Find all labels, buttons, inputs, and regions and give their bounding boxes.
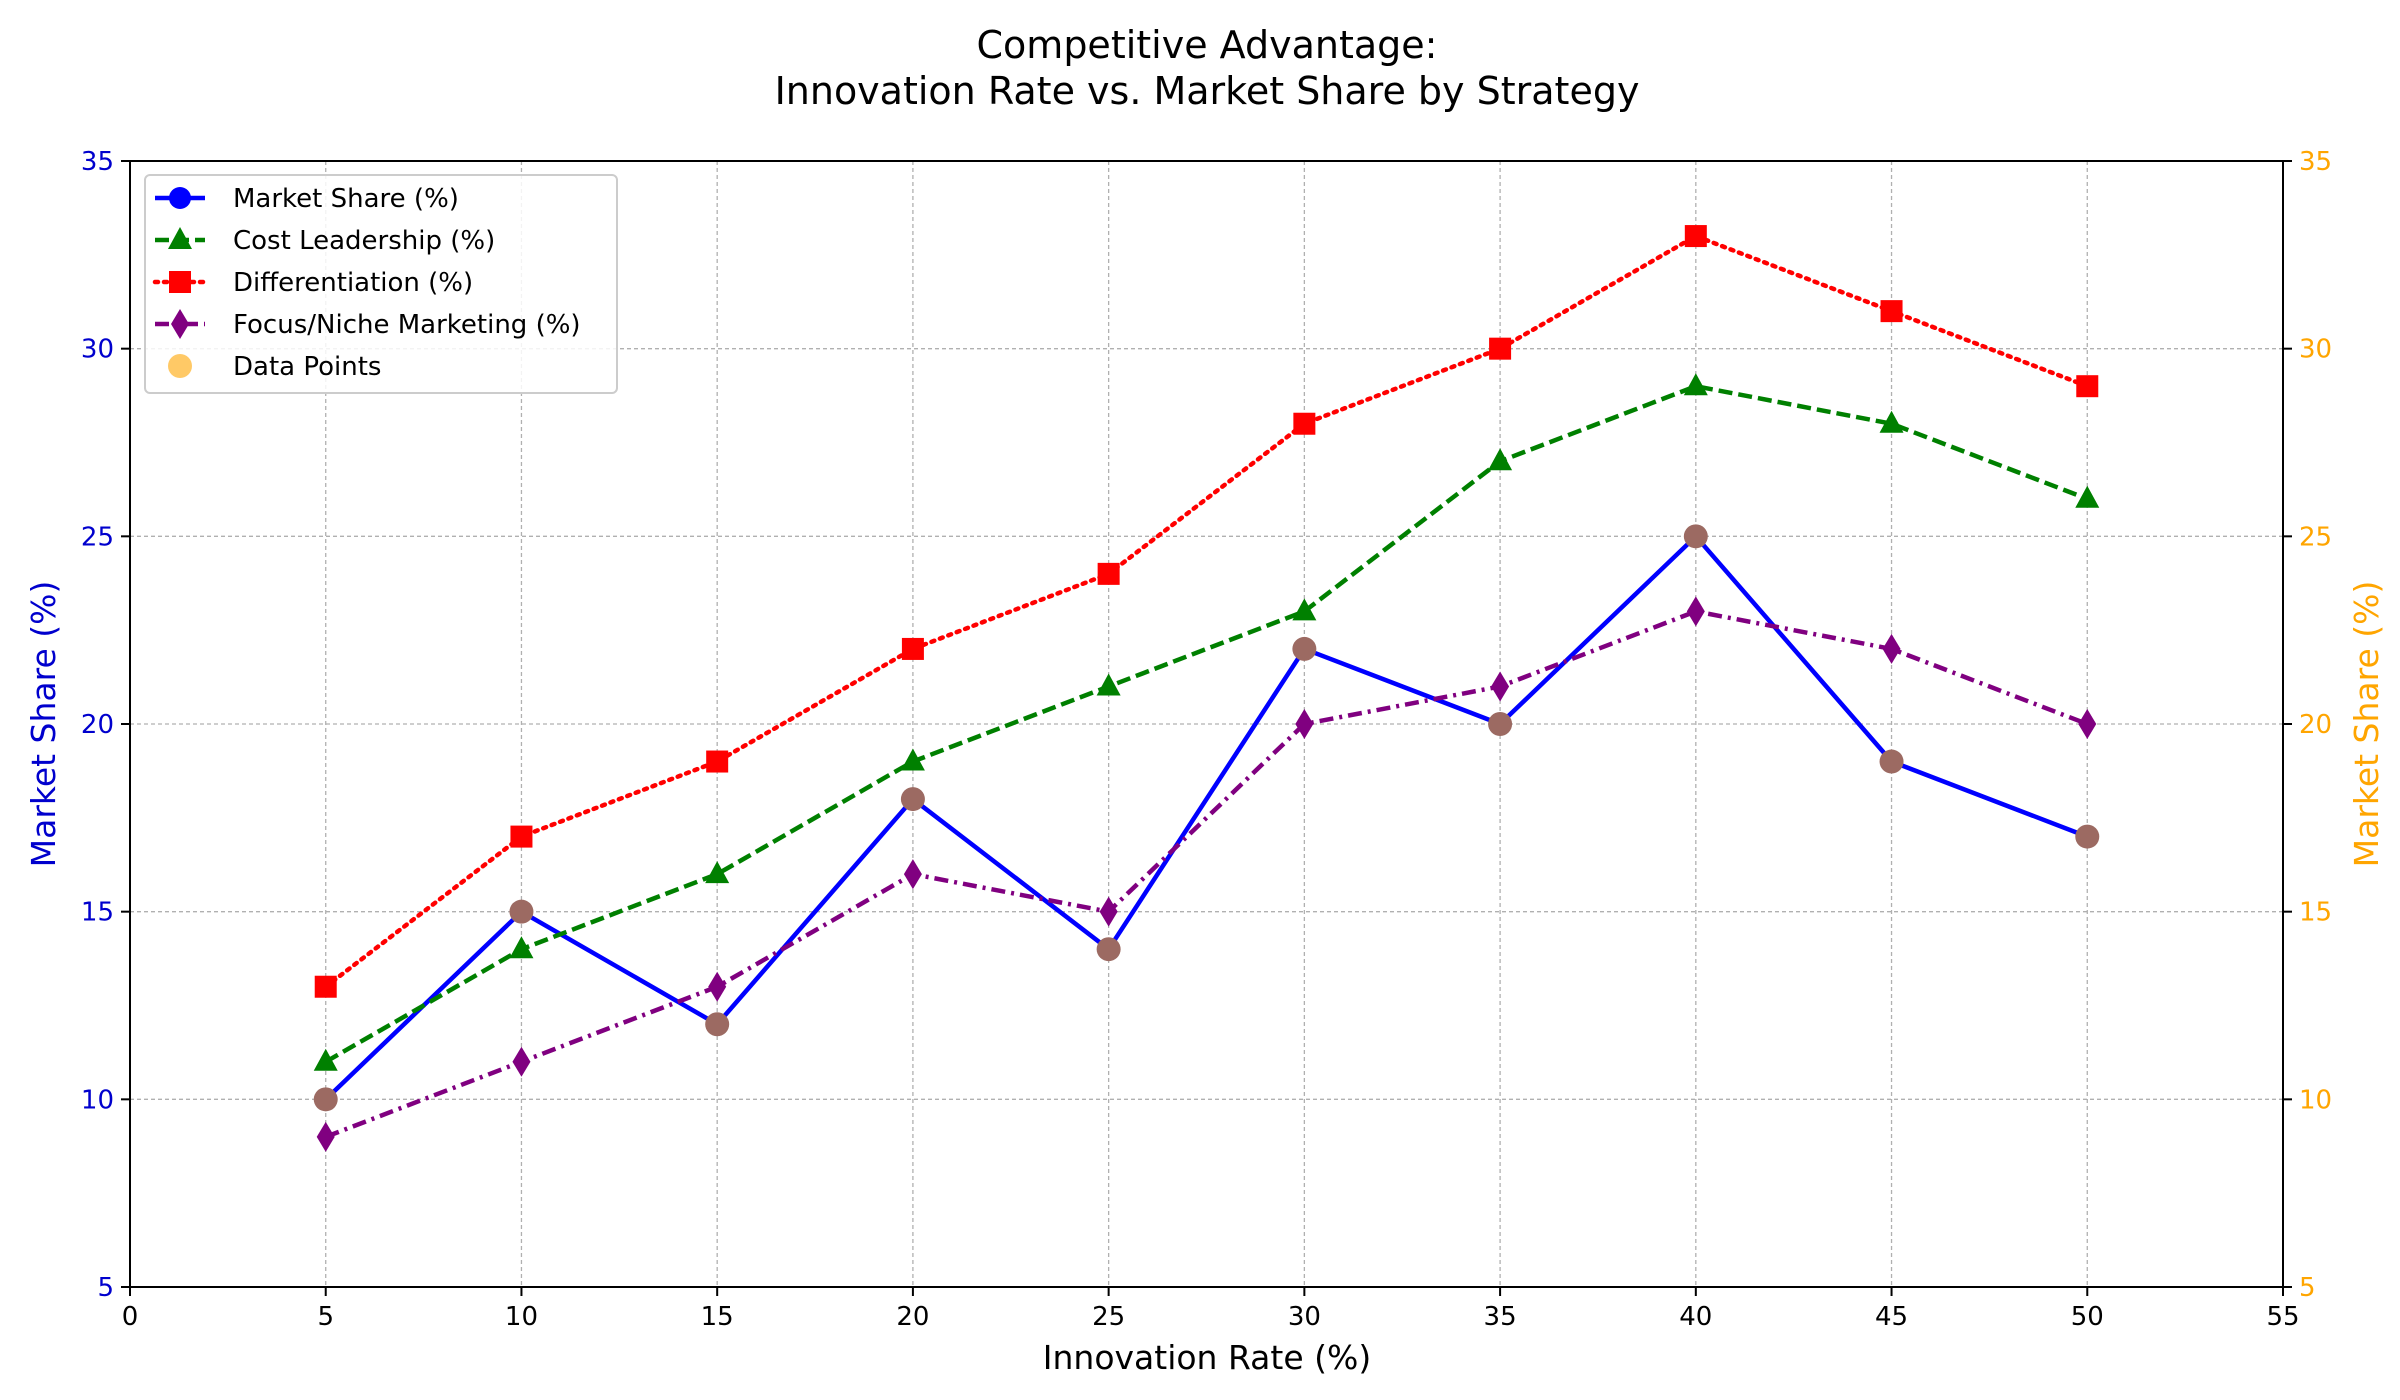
series-point-cost [1488,448,1513,471]
series-diff [314,225,2099,998]
series-point-focus [316,1121,335,1152]
y-tick-label-left: 20 [81,710,114,740]
series-point-diff [314,975,337,998]
series-point-cost [1683,373,1708,396]
chart-title-line2: Innovation Rate vs. Market Share by Stra… [775,69,1640,113]
y-tick-label-right: 25 [2299,522,2332,552]
x-tick-label: 15 [701,1302,734,1332]
legend-marker-diff [169,271,191,293]
legend-marker-cost [168,227,192,249]
series-line-market [324,534,2089,1101]
series-point-diff [901,637,924,660]
data-point [1683,524,1708,549]
series-point-cost [509,936,534,959]
data-point [1879,749,1904,774]
series-point-cost [2075,485,2100,508]
y-axis-right: 5 10 15 20 25 30 35 [2283,147,2332,1303]
data-point [509,899,534,924]
chart-title-line1: Competitive Advantage: [977,23,1438,67]
series-point-diff [1293,412,1316,435]
y-tick-label-right: 30 [2299,335,2332,365]
series-layer [313,225,2100,1152]
legend-marker-market [169,187,191,209]
data-point [1096,937,1121,962]
x-tick-label: 50 [2071,1302,2104,1332]
legend-box [144,174,618,394]
series-point-focus [1882,633,1901,664]
series-point-focus [708,971,727,1002]
legend-marker-data-points [168,354,192,378]
legend-label-diff: Differentiation (%) [233,268,473,298]
x-tick-label: 55 [2266,1302,2299,1332]
x-tick-label: 30 [1288,1302,1321,1332]
series-point-diff [1489,337,1512,360]
y-tick-label-left: 15 [81,898,114,928]
series-point-focus [1686,596,1705,627]
y-tick-label-right: 35 [2299,147,2332,177]
data-point [705,1012,730,1037]
series-point-cost [900,748,925,771]
y-tick-label-right: 10 [2299,1085,2332,1115]
series-focus [316,596,2097,1152]
series-point-focus [512,1046,531,1077]
x-tick-label: 40 [1679,1302,1712,1332]
y-tick-label-left: 30 [81,335,114,365]
x-tick-label: 20 [896,1302,929,1332]
series-line-diff [323,233,2090,989]
x-tick-label: 25 [1092,1302,1125,1332]
legend: Market Share (%) Cost Leadership (%) Diffe… [144,174,618,394]
series-point-diff [510,825,533,848]
series-point-focus [1099,896,1118,927]
series-point-cost [1292,598,1317,621]
y-axis-label-right: Market Share (%) [2347,581,2386,868]
series-cost [313,373,2100,1071]
y-tick-label-left: 25 [81,522,114,552]
legend-label-cost: Cost Leadership (%) [233,226,495,256]
x-tick-label: 35 [1484,1302,1517,1332]
data-point [900,787,925,812]
x-tick-label: 5 [317,1302,334,1332]
series-point-focus [903,859,922,890]
series-point-cost [1879,410,1904,433]
legend-label-focus: Focus/Niche Marketing (%) [233,310,581,340]
y-tick-label-left: 10 [81,1085,114,1115]
x-axis: 0 5 10 15 20 25 30 35 40 45 50 55 [122,1287,2300,1332]
series-point-cost [313,1048,338,1071]
x-axis-label: Innovation Rate (%) [1043,1338,1371,1377]
series-line-cost [324,383,2089,1064]
series-point-focus [2078,709,2097,739]
data-point [1488,712,1513,736]
data-point [2075,824,2100,849]
data-points-layer [313,524,2100,1112]
y-tick-label-left: 5 [97,1273,114,1303]
series-point-cost [1096,673,1121,696]
y-axis-left: 5 10 15 20 25 30 35 [81,147,130,1303]
y-axis-label-left: Market Share (%) [24,581,63,868]
series-point-diff [2076,375,2099,398]
y-tick-label-right: 15 [2299,898,2332,928]
series-point-diff [1880,300,1903,323]
series-point-diff [1684,225,1707,248]
y-tick-label-right: 20 [2299,710,2332,740]
y-tick-label-right: 5 [2299,1273,2316,1303]
series-point-focus [1295,709,1314,739]
legend-label-market: Market Share (%) [233,184,459,214]
x-tick-label: 45 [1875,1302,1908,1332]
data-point [313,1087,338,1112]
series-market [324,534,2089,1101]
series-line-focus [324,609,2089,1139]
y-tick-label-left: 35 [81,147,114,177]
series-point-cost [705,861,730,884]
x-tick-label: 10 [505,1302,538,1332]
legend-marker-focus [171,309,189,339]
series-point-diff [1097,562,1120,585]
data-point [1292,636,1317,661]
x-tick-label: 0 [122,1302,139,1332]
legend-label-data-points: Data Points [233,352,381,382]
series-point-diff [706,750,729,773]
series-point-focus [1491,671,1510,702]
